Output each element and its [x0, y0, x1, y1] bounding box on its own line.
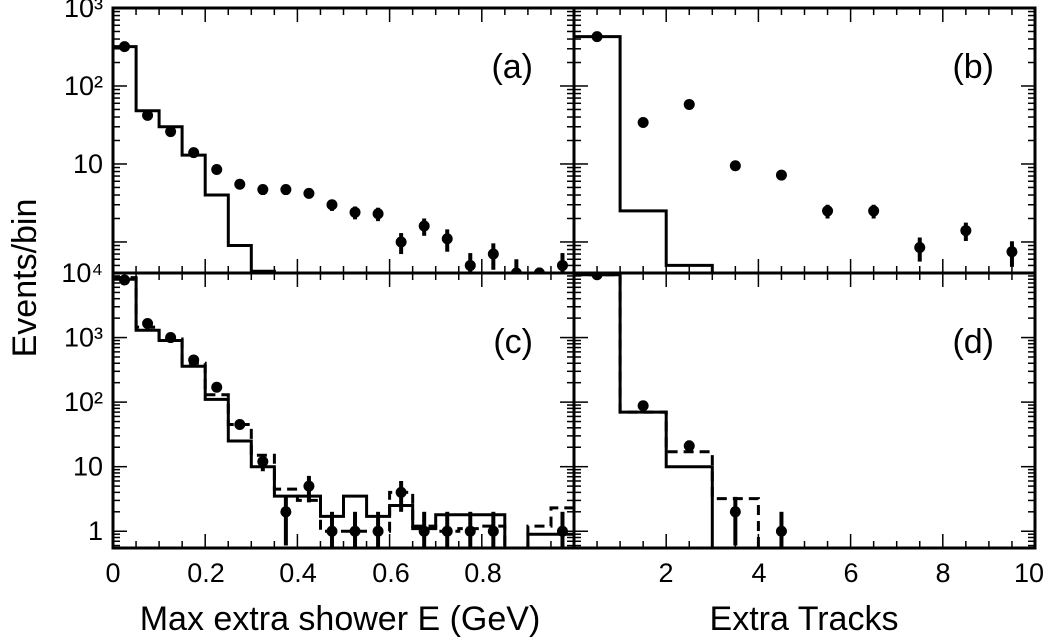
panel-c-data — [113, 274, 574, 548]
data-point — [165, 126, 177, 138]
y-tick-label: 10³ — [64, 0, 103, 23]
x-tick-label: 10 — [1014, 558, 1044, 588]
data-point — [211, 163, 223, 175]
data-point — [234, 178, 246, 190]
data-point — [395, 486, 407, 498]
data-point — [211, 381, 223, 393]
data-point — [441, 233, 453, 245]
data-point — [303, 187, 315, 199]
data-point — [188, 354, 200, 366]
data-point — [683, 98, 695, 110]
data-point — [729, 506, 741, 518]
data-point — [326, 525, 338, 537]
data-point — [591, 31, 603, 43]
data-point — [303, 480, 315, 492]
data-point — [487, 248, 499, 260]
data-point — [441, 525, 453, 537]
data-point — [372, 208, 384, 220]
data-point — [372, 525, 384, 537]
data-point — [729, 160, 741, 172]
panel-a-plot: 10³ 10² 10 — [64, 0, 576, 275]
panel-d-plot — [572, 271, 1037, 550]
data-point — [775, 169, 787, 181]
x-tick-label: 0 — [105, 558, 120, 588]
data-point — [280, 184, 292, 196]
histogram-solid — [574, 273, 714, 548]
y-tick-label: 10³ — [64, 323, 103, 353]
x-tick-label: 0.8 — [464, 558, 502, 588]
x-axis-title-right: Extra Tracks — [710, 600, 899, 638]
x-tick-label: 4 — [751, 558, 766, 588]
data-point — [165, 332, 177, 344]
data-point — [119, 41, 131, 53]
x-tick-label: 8 — [935, 558, 950, 588]
data-point — [683, 440, 695, 452]
data-point — [418, 220, 430, 232]
data-point — [119, 274, 131, 286]
data-point — [257, 456, 269, 468]
panel-a-label: (a) — [491, 48, 533, 86]
panel-b-label: (b) — [952, 48, 994, 86]
x-tick-label: 0.6 — [372, 558, 410, 588]
data-point — [464, 525, 476, 537]
x-axis-title-left: Max extra shower E (GeV) — [140, 600, 541, 638]
y-tick-label: 10² — [64, 71, 103, 101]
panel-a-data — [113, 41, 568, 273]
data-point — [234, 419, 246, 431]
data-point — [868, 205, 880, 217]
data-point — [418, 525, 430, 537]
data-point — [326, 199, 338, 211]
histogram-dashed — [574, 273, 760, 548]
y-tick-label: 10 — [73, 149, 103, 179]
histogram-solid — [574, 35, 714, 273]
data-point — [257, 184, 269, 196]
panel-d-frame — [572, 271, 1037, 550]
data-point — [775, 525, 787, 537]
histogram-solid — [113, 277, 574, 548]
x-tick-label: 0.4 — [279, 558, 317, 588]
data-point — [464, 259, 476, 271]
y-tick-label: 10 — [73, 452, 103, 482]
data-point — [142, 109, 154, 121]
y-tick-label: 10⁴ — [61, 258, 103, 288]
data-point — [487, 525, 499, 537]
data-point — [349, 206, 361, 218]
data-point — [142, 318, 154, 330]
data-point — [637, 400, 649, 412]
y-tick-label: 1 — [88, 516, 103, 546]
panel-c-plot: 10⁴ 10³ 10² 10 1 — [61, 258, 576, 550]
data-point — [188, 147, 200, 159]
data-point — [822, 205, 834, 217]
y-axis-title: Events/bin — [6, 199, 44, 358]
panel-c-label: (c) — [493, 323, 533, 361]
data-point — [914, 241, 926, 253]
data-point — [960, 225, 972, 237]
panel-b-data — [574, 31, 1018, 273]
data-point — [395, 236, 407, 248]
data-point — [556, 259, 568, 271]
panel-d-data — [574, 273, 787, 548]
data-point — [349, 525, 361, 537]
x-tick-label: 0.2 — [187, 558, 225, 588]
data-point — [280, 506, 292, 518]
data-point — [1006, 246, 1018, 258]
data-point — [637, 117, 649, 129]
histogram-solid — [113, 45, 298, 273]
y-tick-label: 10² — [64, 387, 103, 417]
x-tick-label: 2 — [658, 558, 673, 588]
panel-d-label: (d) — [952, 323, 994, 361]
x-tick-label: 6 — [843, 558, 858, 588]
